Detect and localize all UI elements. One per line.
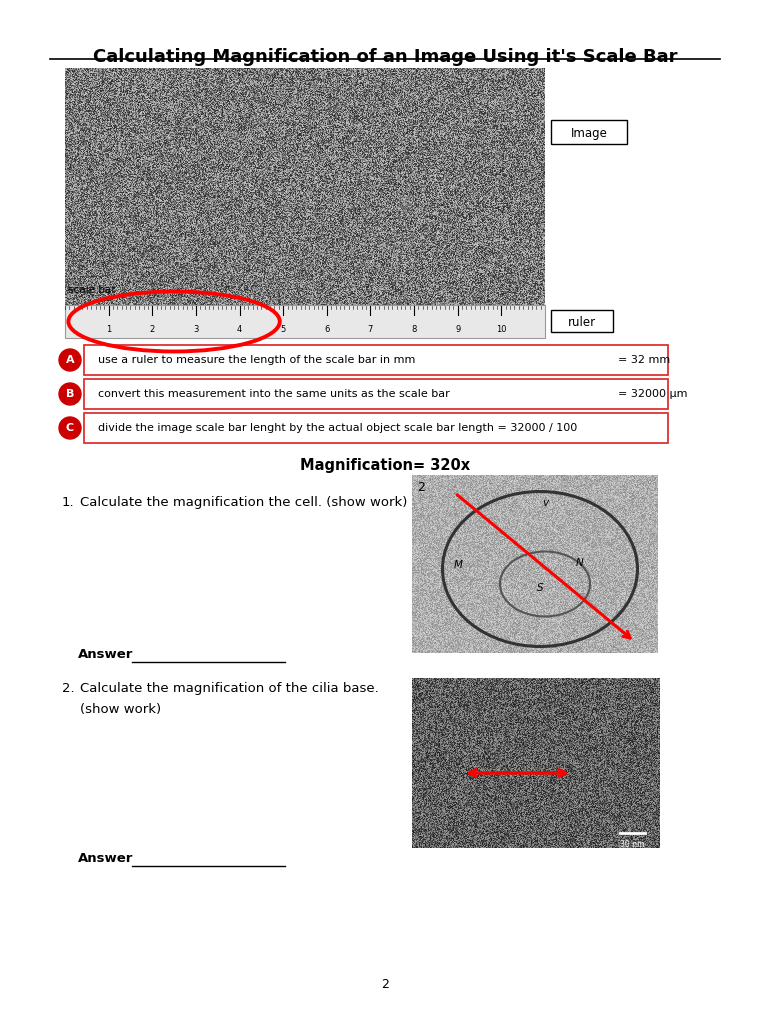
FancyBboxPatch shape [84,345,668,375]
Text: Answer: Answer [78,852,133,865]
Text: 2: 2 [417,481,425,494]
Text: 4: 4 [237,325,243,334]
Text: N: N [576,558,584,568]
Text: 30 nm: 30 nm [620,840,644,849]
FancyBboxPatch shape [84,379,668,409]
Text: = 32000 μm: = 32000 μm [618,389,688,399]
Text: (show work): (show work) [80,703,161,716]
FancyBboxPatch shape [65,305,545,338]
Text: M: M [454,560,463,570]
Text: S: S [537,583,544,593]
Text: 1.: 1. [62,496,75,509]
Circle shape [59,349,81,371]
Text: convert this measurement into the same units as the scale bar: convert this measurement into the same u… [98,389,450,399]
Text: 6: 6 [324,325,330,334]
Text: 2: 2 [381,978,389,991]
Text: B: B [65,389,74,399]
Text: 9: 9 [455,325,460,334]
Text: Calculating Magnification of an Image Using it's Scale Bar: Calculating Magnification of an Image Us… [92,48,678,66]
Text: scale bar: scale bar [68,285,116,295]
Circle shape [59,417,81,439]
Text: 5: 5 [280,325,286,334]
Text: v: v [542,498,548,508]
Text: Answer: Answer [78,648,133,662]
Text: 8: 8 [411,325,417,334]
Text: Image: Image [571,127,608,139]
FancyBboxPatch shape [84,413,668,443]
Text: Magnification= 320x: Magnification= 320x [300,458,470,473]
Text: use a ruler to measure the length of the scale bar in mm: use a ruler to measure the length of the… [98,355,415,365]
Text: 7: 7 [368,325,373,334]
Text: ruler: ruler [568,315,596,329]
Text: divide the image scale bar lenght by the actual object scale bar length = 32000 : divide the image scale bar lenght by the… [98,423,578,433]
Text: 1: 1 [106,325,111,334]
Text: Calculate the magnification the cell. (show work): Calculate the magnification the cell. (s… [80,496,407,509]
FancyBboxPatch shape [551,120,627,144]
Circle shape [59,383,81,406]
Text: 3: 3 [193,325,199,334]
Text: 10: 10 [496,325,507,334]
Text: 2: 2 [149,325,155,334]
Text: C: C [66,423,74,433]
Text: Calculate the magnification of the cilia base.: Calculate the magnification of the cilia… [80,682,379,695]
Text: = 32 mm: = 32 mm [618,355,670,365]
Text: 2.: 2. [62,682,75,695]
Text: A: A [65,355,75,365]
FancyBboxPatch shape [551,310,613,332]
